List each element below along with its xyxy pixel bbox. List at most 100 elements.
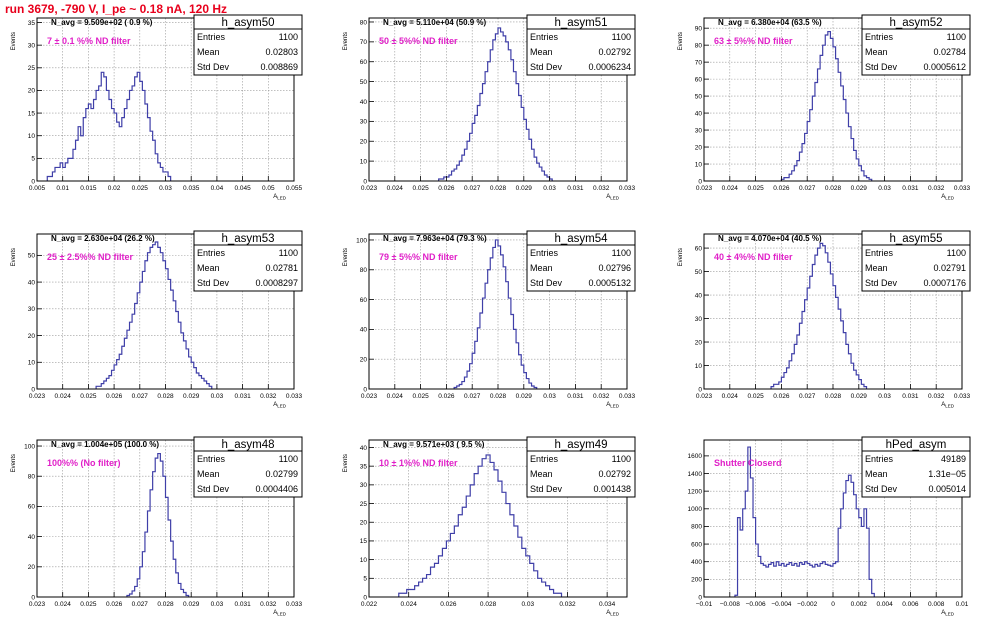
x-tick-label: 0.033 — [954, 185, 971, 192]
stats-value: 0.0005132 — [588, 278, 631, 288]
histogram-bin — [503, 267, 506, 389]
stats-key: Std Dev — [530, 484, 563, 494]
x-tick-label: 0.026 — [773, 185, 790, 192]
histogram-panel-h_asym50: 0.005 0.01 0.015 0.02 0.025 0.03 0.035 0.04 0.04… — [11, 14, 303, 201]
navg-label: N_avg = 7.963e+04 (79.3 %) — [383, 234, 487, 243]
histogram-bin — [838, 72, 841, 181]
x-tick-label: 0.029 — [183, 601, 200, 608]
histogram-bin — [766, 567, 769, 597]
x-axis-label: ALED — [273, 194, 287, 201]
filter-annotation: 63 ± 5%% ND filter — [714, 36, 793, 46]
histogram-name: h_asym52 — [889, 17, 942, 29]
stats-value: 0.0005612 — [923, 62, 966, 72]
stats-key: Std Dev — [197, 484, 230, 494]
histogram-bin — [805, 300, 808, 389]
x-tick-label: 0.055 — [286, 185, 303, 192]
y-tick-label: 30 — [695, 127, 703, 134]
stats-value: 0.0007176 — [923, 278, 966, 288]
histogram-bin — [166, 269, 169, 389]
navg-label: N_avg = 5.110e+04 (50.9 %) — [383, 18, 487, 27]
y-tick-label: 50 — [360, 79, 368, 86]
histogram-panel-h_asym53: 0.023 0.024 0.025 0.026 0.027 0.028 0.029 0.03 0… — [11, 230, 303, 409]
histogram-bin — [153, 245, 156, 389]
stats-value: 0.02803 — [265, 47, 298, 57]
stats-key: Entries — [530, 454, 559, 464]
histogram-bin — [825, 35, 828, 181]
y-tick-label: 60 — [360, 59, 368, 66]
x-axis-label: ALED — [606, 610, 620, 617]
histogram-bin — [807, 288, 810, 389]
stats-box: h_asym50 Entries 1100 Mean 0.02803 Std Dev 0.0… — [193, 14, 303, 76]
histogram-bin — [820, 55, 823, 181]
histogram-bin — [740, 530, 743, 597]
stats-value: 49189 — [941, 454, 966, 464]
x-tick-label: −0.008 — [720, 601, 740, 608]
histogram-bin — [160, 461, 163, 597]
y-tick-label: 0 — [31, 386, 35, 393]
histogram-panel-h_asym48: 0.023 0.024 0.025 0.026 0.027 0.028 0.029 0.03 0… — [11, 436, 303, 617]
histogram-bin — [787, 564, 790, 597]
histogram-bin — [841, 86, 844, 181]
histogram-bin — [104, 77, 107, 181]
histogram-line — [95, 241, 213, 389]
x-tick-label: 0.026 — [773, 393, 790, 400]
stats-box-frame — [526, 14, 636, 76]
y-tick-label: 30 — [28, 306, 36, 313]
histogram-bin — [434, 563, 438, 597]
stats-key: Entries — [530, 32, 559, 42]
y-tick-label: 70 — [360, 39, 368, 46]
histogram-bin — [848, 475, 851, 597]
histogram-bin — [475, 115, 478, 181]
x-tick-label: 0.032 — [559, 601, 576, 608]
stats-box-frame — [861, 436, 971, 498]
x-tick-label: 0.032 — [593, 185, 610, 192]
stats-box-frame — [526, 230, 636, 292]
y-axis-label: Events — [11, 248, 17, 266]
x-tick-label: 0.025 — [132, 185, 149, 192]
histogram-bin — [91, 109, 94, 181]
histogram-bin — [478, 466, 482, 597]
y-axis-label: Events — [343, 454, 349, 472]
stats-value: 0.001438 — [593, 484, 631, 494]
y-tick-label: 40 — [695, 110, 703, 117]
histogram-bin — [135, 77, 138, 181]
y-tick-label: 80 — [360, 267, 368, 274]
x-tick-label: 0.023 — [29, 601, 46, 608]
histogram-bin — [510, 515, 514, 597]
histogram-bin — [163, 261, 166, 389]
y-tick-label: 40 — [360, 327, 368, 334]
y-tick-label: 0 — [363, 594, 367, 601]
y-tick-label: 25 — [360, 501, 368, 508]
histogram-bin — [494, 470, 498, 597]
histogram-line — [398, 454, 563, 597]
y-axis-label: Events — [678, 248, 684, 266]
x-tick-label: 0.031 — [234, 393, 251, 400]
stats-key: Mean — [197, 47, 220, 57]
y-tick-label: 70 — [695, 59, 703, 66]
histogram-bin — [158, 454, 161, 597]
x-tick-label: 0.03 — [211, 393, 224, 400]
y-tick-label: 30 — [695, 316, 703, 323]
x-tick-label: 0.03 — [878, 393, 891, 400]
histogram-bin — [450, 533, 454, 597]
x-tick-label: 0.002 — [851, 601, 868, 608]
histogram-panel-h_asym51: 0.023 0.024 0.025 0.026 0.027 0.028 0.029 0.03 0… — [343, 14, 636, 201]
histogram-bin — [411, 590, 415, 597]
histogram-bin — [797, 566, 800, 597]
y-tick-label: 10 — [360, 158, 368, 165]
y-tick-label: 200 — [691, 577, 702, 584]
x-tick-label: 0.02 — [108, 185, 121, 192]
filter-annotation: 10 ± 1%% ND filter — [379, 458, 458, 468]
x-tick-label: 0.024 — [387, 185, 404, 192]
histogram-line — [780, 30, 873, 181]
stats-value: 1100 — [947, 32, 966, 42]
x-tick-label: 0.027 — [132, 393, 149, 400]
x-tick-label: 0.029 — [516, 393, 533, 400]
stats-value: 0.005014 — [928, 484, 966, 494]
navg-label: N_avg = 4.070e+04 (40.5 %) — [718, 234, 822, 243]
y-tick-label: 60 — [28, 504, 36, 511]
histogram-bin — [501, 255, 504, 389]
x-tick-label: 0.025 — [412, 185, 429, 192]
x-tick-label: 0.028 — [825, 393, 842, 400]
x-tick-label: 0.029 — [183, 393, 200, 400]
